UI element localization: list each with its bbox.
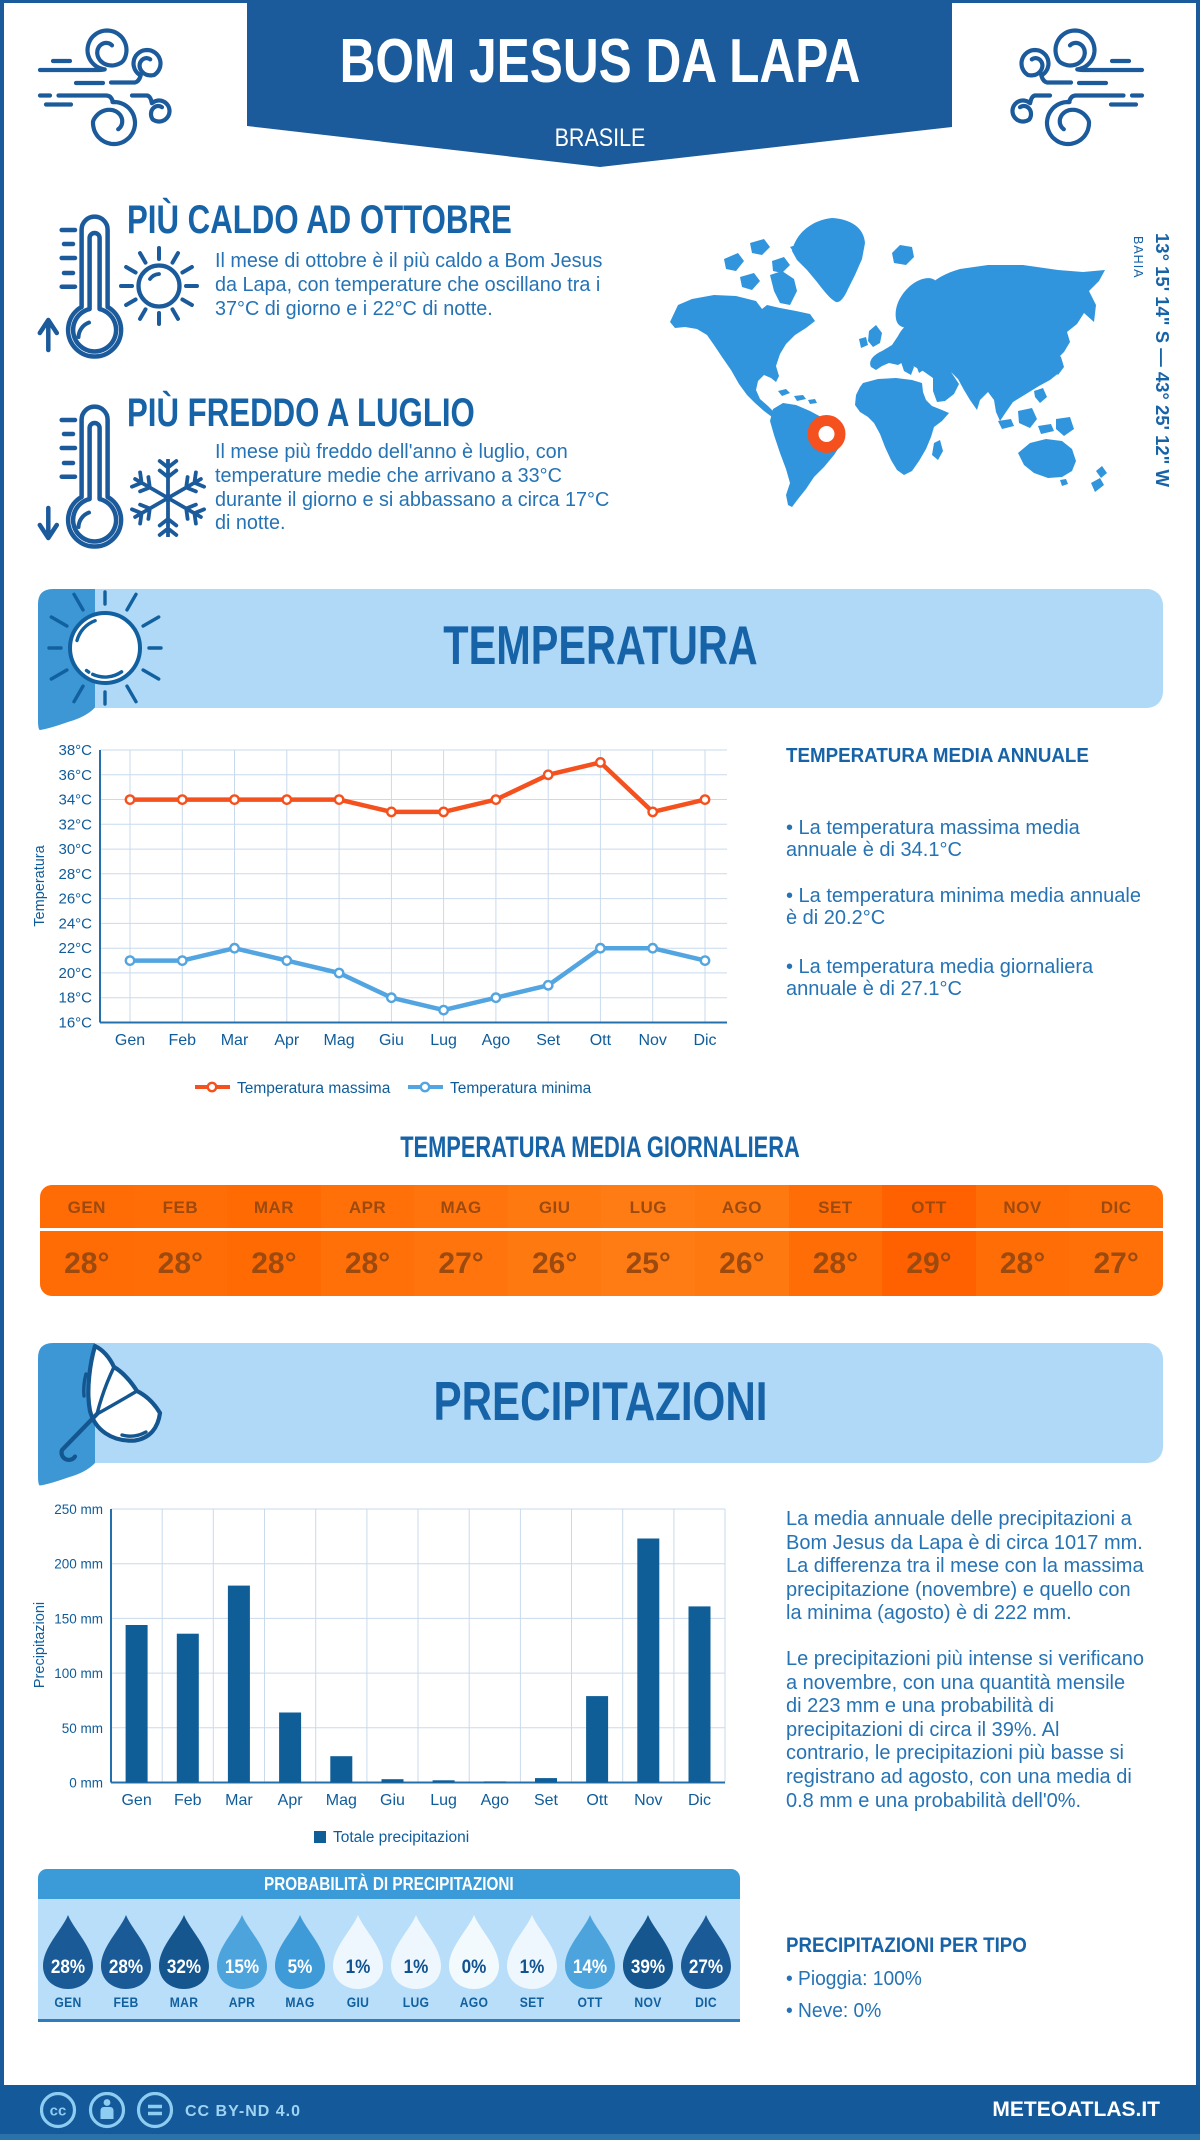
svg-text:16°C: 16°C <box>58 1015 92 1032</box>
svg-text:50 mm: 50 mm <box>62 1721 103 1736</box>
svg-text:32%: 32% <box>166 1956 200 1977</box>
svg-text:Mag: Mag <box>326 1792 357 1809</box>
svg-text:Mar: Mar <box>221 1032 249 1049</box>
svg-text:30°C: 30°C <box>58 841 92 858</box>
svg-text:1%: 1% <box>345 1956 370 1977</box>
svg-text:28%: 28% <box>108 1956 142 1977</box>
svg-text:Nov: Nov <box>634 1792 662 1809</box>
svg-text:Apr: Apr <box>278 1792 304 1809</box>
svg-text:Mar: Mar <box>225 1792 253 1809</box>
svg-text:32°C: 32°C <box>58 816 92 833</box>
svg-text:1%: 1% <box>520 1956 545 1977</box>
svg-text:Dic: Dic <box>688 1792 711 1809</box>
svg-text:26°C: 26°C <box>58 891 92 908</box>
svg-text:18°C: 18°C <box>58 990 92 1007</box>
svg-text:28°C: 28°C <box>58 866 92 883</box>
svg-text:Apr: Apr <box>274 1032 300 1049</box>
svg-text:Giu: Giu <box>380 1792 405 1809</box>
svg-text:15%: 15% <box>225 1956 259 1977</box>
svg-text:200 mm: 200 mm <box>54 1557 103 1572</box>
svg-text:Nov: Nov <box>638 1032 666 1049</box>
svg-text:Feb: Feb <box>174 1792 202 1809</box>
svg-text:28%: 28% <box>50 1956 84 1977</box>
svg-text:Ott: Ott <box>590 1032 612 1049</box>
svg-text:24°C: 24°C <box>58 915 92 932</box>
svg-text:Temperatura: Temperatura <box>32 844 48 926</box>
svg-text:Set: Set <box>534 1792 559 1809</box>
svg-text:Ott: Ott <box>586 1792 608 1809</box>
svg-text:34°C: 34°C <box>58 792 92 809</box>
svg-text:Set: Set <box>536 1032 561 1049</box>
svg-text:39%: 39% <box>631 1956 665 1977</box>
svg-text:20°C: 20°C <box>58 965 92 982</box>
svg-text:100 mm: 100 mm <box>54 1666 103 1681</box>
svg-text:Precipitazioni: Precipitazioni <box>32 1602 48 1688</box>
svg-text:Lug: Lug <box>430 1792 457 1809</box>
svg-text:Gen: Gen <box>115 1032 145 1049</box>
svg-text:0 mm: 0 mm <box>69 1776 103 1791</box>
svg-text:150 mm: 150 mm <box>54 1611 103 1626</box>
svg-text:Dic: Dic <box>693 1032 716 1049</box>
svg-text:14%: 14% <box>573 1956 607 1977</box>
svg-text:Feb: Feb <box>169 1032 197 1049</box>
svg-text:5%: 5% <box>287 1956 312 1977</box>
svg-text:38°C: 38°C <box>58 742 92 759</box>
svg-text:Ago: Ago <box>481 1792 510 1809</box>
svg-text:27%: 27% <box>689 1956 723 1977</box>
svg-text:Temperatura massima: Temperatura massima <box>237 1080 391 1097</box>
svg-text:Mag: Mag <box>324 1032 355 1049</box>
svg-text:Lug: Lug <box>430 1032 457 1049</box>
svg-text:0%: 0% <box>462 1956 487 1977</box>
svg-text:Totale precipitazioni: Totale precipitazioni <box>333 1829 469 1846</box>
svg-text:Gen: Gen <box>121 1792 151 1809</box>
svg-text:Temperatura minima: Temperatura minima <box>450 1080 592 1097</box>
svg-text:1%: 1% <box>404 1956 429 1977</box>
svg-text:cc: cc <box>50 2103 67 2120</box>
svg-text:250 mm: 250 mm <box>54 1502 103 1517</box>
svg-text:22°C: 22°C <box>58 940 92 957</box>
svg-text:Giu: Giu <box>379 1032 404 1049</box>
svg-text:Ago: Ago <box>482 1032 511 1049</box>
svg-text:36°C: 36°C <box>58 767 92 784</box>
